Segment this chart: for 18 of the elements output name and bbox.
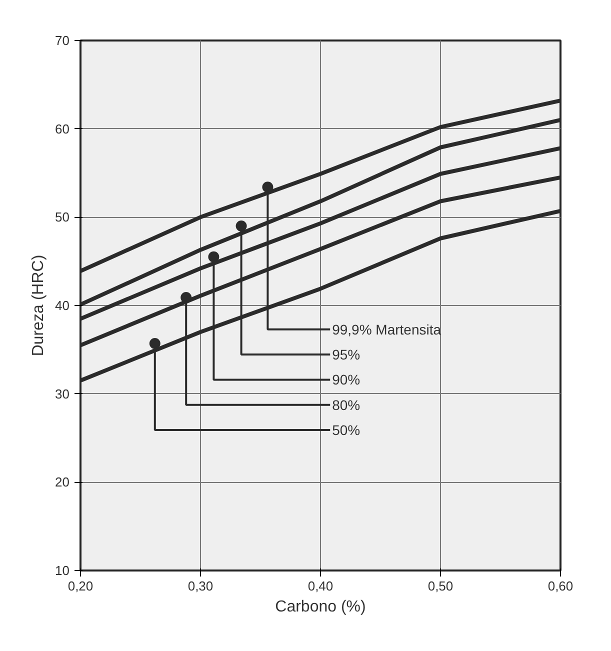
- y-tick-label: 30: [55, 386, 70, 402]
- y-tick-label: 10: [55, 563, 70, 578]
- annotation: 80%: [332, 396, 360, 413]
- annotation: 95%: [332, 346, 360, 363]
- x-tick-label: 0,60: [548, 578, 574, 594]
- y-tick-label: 40: [55, 298, 70, 313]
- x-tick-label: 0,20: [68, 578, 94, 594]
- x-tick-label: 0,30: [188, 578, 214, 594]
- y-axis-title: Dureza (HRC): [30, 254, 48, 356]
- y-tick-label: 60: [55, 121, 70, 136]
- x-tick-label: 0,40: [308, 578, 334, 594]
- y-tick-label: 70: [55, 33, 70, 48]
- y-tick-label: 20: [55, 474, 70, 490]
- annotation: 50%: [332, 422, 360, 438]
- x-axis-title: Carbono (%): [275, 598, 366, 616]
- y-tick-label: 50: [55, 210, 70, 225]
- annotation: 90%: [332, 372, 360, 388]
- x-tick-label: 0,50: [428, 578, 454, 594]
